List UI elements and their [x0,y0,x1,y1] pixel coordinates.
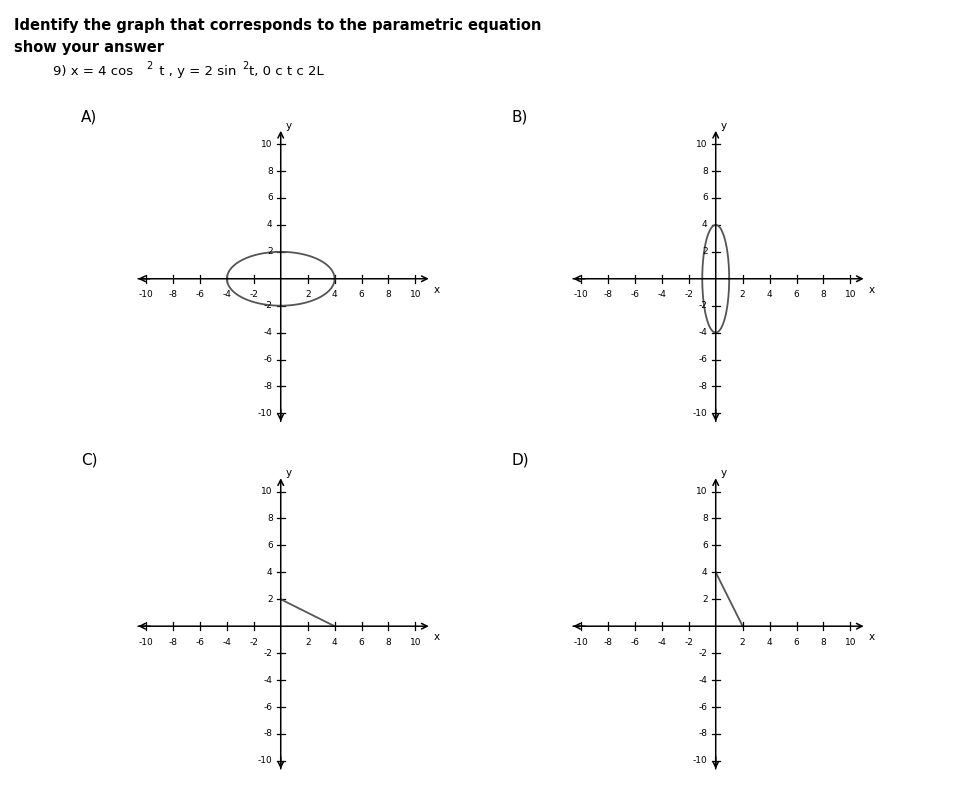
Text: y: y [286,121,292,131]
Text: t, 0 c t c 2L: t, 0 c t c 2L [249,65,323,78]
Text: 10: 10 [845,290,857,299]
Text: 8: 8 [702,514,707,523]
Text: 10: 10 [696,140,707,149]
Text: -6: -6 [630,638,640,646]
Text: 6: 6 [793,290,799,299]
Text: -2: -2 [264,301,272,310]
Text: -2: -2 [699,649,707,658]
Text: 2: 2 [702,247,707,256]
Text: -6: -6 [699,355,707,364]
Text: 6: 6 [358,290,364,299]
Text: A): A) [81,109,98,124]
Text: 2: 2 [305,290,311,299]
Text: 8: 8 [385,290,391,299]
Text: 6: 6 [267,193,272,203]
Text: 6: 6 [702,541,707,550]
Text: -10: -10 [693,756,707,765]
Text: 4: 4 [332,290,337,299]
Text: 6: 6 [793,638,799,646]
Text: 8: 8 [267,514,272,523]
Text: -2: -2 [699,301,707,310]
Text: -8: -8 [168,290,178,299]
Text: D): D) [511,452,529,468]
Text: 4: 4 [267,221,272,229]
Text: y: y [721,469,727,478]
Text: -6: -6 [264,702,272,712]
Text: B): B) [511,109,528,124]
Text: -4: -4 [699,328,707,337]
Text: -10: -10 [139,638,154,646]
Text: 8: 8 [385,638,391,646]
Text: t , y = 2 sin: t , y = 2 sin [155,65,236,78]
Text: 2: 2 [242,61,249,70]
Text: 2: 2 [740,638,746,646]
Text: -4: -4 [223,638,231,646]
Text: Identify the graph that corresponds to the parametric equation: Identify the graph that corresponds to t… [14,18,542,33]
Text: -10: -10 [693,409,707,418]
Text: 10: 10 [410,638,422,646]
Text: 4: 4 [267,568,272,577]
Text: -8: -8 [603,638,613,646]
Text: -2: -2 [684,638,693,646]
Text: 4: 4 [767,290,772,299]
Text: 2: 2 [305,638,311,646]
Text: 4: 4 [702,568,707,577]
Text: x: x [869,632,875,642]
Text: -4: -4 [264,328,272,337]
Text: y: y [721,121,727,131]
Text: 2: 2 [267,247,272,256]
Text: -6: -6 [195,290,205,299]
Text: 9) x = 4 cos: 9) x = 4 cos [53,65,133,78]
Text: -8: -8 [699,730,707,739]
Text: 10: 10 [845,638,857,646]
Text: -2: -2 [264,649,272,658]
Text: -8: -8 [699,382,707,391]
Text: 8: 8 [267,166,272,175]
Text: 4: 4 [767,638,772,646]
Text: -6: -6 [630,290,640,299]
Text: 2: 2 [146,61,153,70]
Text: -10: -10 [139,290,154,299]
Text: -4: -4 [264,675,272,684]
Text: -10: -10 [574,290,589,299]
Text: 6: 6 [702,193,707,203]
Text: 10: 10 [261,140,272,149]
Text: 8: 8 [820,638,826,646]
Text: -4: -4 [658,290,666,299]
Text: -8: -8 [168,638,178,646]
Text: 2: 2 [267,595,272,604]
Text: -4: -4 [658,638,666,646]
Text: -8: -8 [603,290,613,299]
Text: x: x [434,284,440,295]
Text: -8: -8 [264,730,272,739]
Text: -8: -8 [264,382,272,391]
Text: 8: 8 [820,290,826,299]
Text: -10: -10 [258,756,272,765]
Text: 6: 6 [358,638,364,646]
Text: -6: -6 [264,355,272,364]
Text: x: x [434,632,440,642]
Text: x: x [869,284,875,295]
Text: -4: -4 [223,290,231,299]
Text: C): C) [81,452,98,468]
Text: 6: 6 [267,541,272,550]
Text: 8: 8 [702,166,707,175]
Text: 2: 2 [740,290,746,299]
Text: 10: 10 [410,290,422,299]
Text: -10: -10 [258,409,272,418]
Text: -4: -4 [699,675,707,684]
Text: 2: 2 [702,595,707,604]
Text: 10: 10 [261,487,272,496]
Text: y: y [286,469,292,478]
Text: show your answer: show your answer [14,40,164,56]
Text: 4: 4 [702,221,707,229]
Text: -2: -2 [684,290,693,299]
Text: -2: -2 [250,638,258,646]
Text: -6: -6 [699,702,707,712]
Text: -2: -2 [250,290,258,299]
Text: -6: -6 [195,638,205,646]
Text: 4: 4 [332,638,337,646]
Text: 10: 10 [696,487,707,496]
Text: -10: -10 [574,638,589,646]
